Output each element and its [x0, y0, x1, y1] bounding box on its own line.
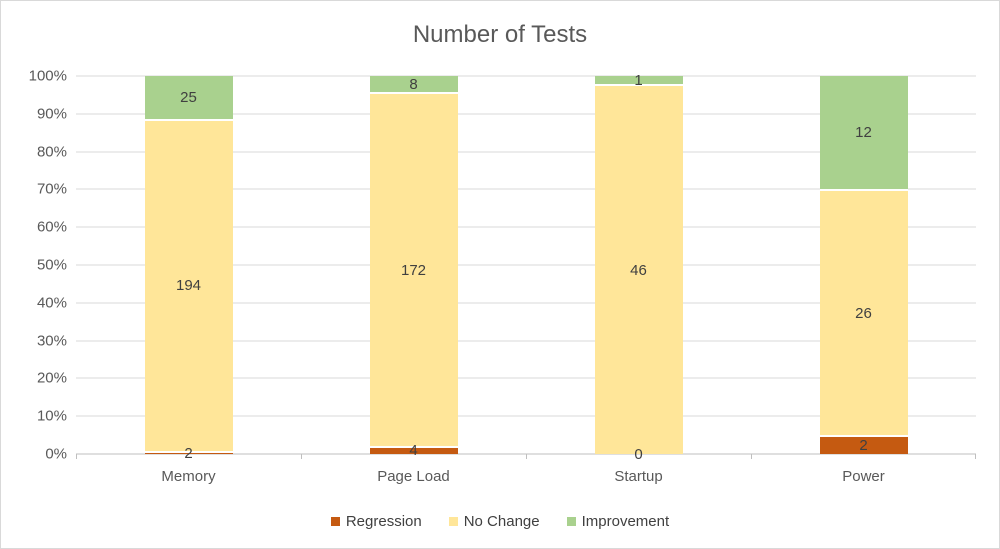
- data-label: 0: [634, 445, 643, 463]
- x-axis-tick: [751, 454, 752, 459]
- y-axis-tick-label: 50%: [36, 256, 67, 274]
- x-axis-category-label: Memory: [161, 468, 216, 485]
- bar-segment-improvement: 8: [369, 75, 458, 93]
- bar-column-power: 2 26 12: [819, 76, 908, 455]
- gridline: [76, 340, 976, 342]
- data-label: 25: [180, 88, 197, 106]
- bar-column-startup: 0 46 1: [594, 73, 683, 462]
- legend-label-regression: Regression: [345, 513, 422, 530]
- gridline: [76, 188, 976, 190]
- bar-segment-regression: 2: [819, 435, 908, 455]
- bar-column-page-load: 4 172 8: [369, 75, 458, 458]
- gridline: [76, 75, 976, 77]
- x-axis-tick: [76, 454, 77, 459]
- gridline: [76, 151, 976, 153]
- y-axis-tick-label: 100%: [28, 67, 67, 85]
- legend-item-improvement: Improvement: [566, 513, 670, 530]
- y-axis-tick-label: 40%: [36, 294, 67, 312]
- gridline: [76, 302, 976, 304]
- gridline: [76, 113, 976, 115]
- data-label: 194: [175, 277, 202, 295]
- y-axis-tick-label: 20%: [36, 369, 67, 387]
- y-axis-tick-label: 80%: [36, 143, 67, 161]
- bar-segment-regression: 4: [369, 443, 458, 458]
- legend-label-improvement: Improvement: [581, 513, 670, 530]
- x-axis-tick: [975, 454, 976, 459]
- bar-segment-no-change: 194: [144, 118, 233, 451]
- x-axis-tick: [526, 454, 527, 459]
- plot-area: 0% 10% 20% 30% 40% 50% 60% 70% 80% 90% 100% 2 194 25 M…: [29, 69, 976, 484]
- y-axis-tick-label: 70%: [36, 180, 67, 198]
- y-axis-tick-label: 90%: [36, 105, 67, 123]
- bar-segment-improvement: 1: [594, 73, 683, 88]
- chart-title: Number of Tests: [412, 21, 588, 48]
- x-axis-tick: [301, 454, 302, 459]
- legend: Regression No Change Improvement: [1, 514, 999, 529]
- data-label: 172: [400, 261, 427, 279]
- y-axis-tick-label: 0%: [45, 445, 67, 463]
- bar-segment-no-change: 46: [594, 84, 683, 454]
- y-axis-tick-label: 10%: [36, 407, 67, 425]
- gridline: [76, 377, 976, 379]
- x-axis-category-label: Power: [842, 468, 885, 485]
- bar-column-memory: 2 194 25: [144, 76, 233, 461]
- gridline: [76, 264, 976, 266]
- legend-swatch-improvement-icon: [566, 517, 576, 526]
- legend-label-no-change: No Change: [463, 513, 540, 530]
- x-axis-category-label: Page Load: [377, 468, 450, 485]
- bar-segment-no-change: 172: [369, 92, 458, 446]
- y-axis-tick-label: 30%: [36, 332, 67, 350]
- bar-segment-regression: 2: [144, 446, 233, 461]
- legend-item-no-change: No Change: [448, 513, 540, 530]
- data-label: 1: [634, 71, 643, 89]
- legend-swatch-regression-icon: [330, 517, 340, 526]
- gridline: [76, 226, 976, 228]
- data-label: 8: [409, 75, 418, 93]
- data-label: 12: [855, 124, 872, 142]
- x-axis-category-label: Startup: [614, 468, 663, 485]
- data-label: 46: [630, 261, 647, 279]
- gridline: [76, 415, 976, 417]
- bar-segment-improvement: 12: [819, 76, 908, 190]
- data-label: 2: [859, 437, 868, 455]
- bar-segment-no-change: 26: [819, 189, 908, 436]
- data-label: 4: [409, 442, 418, 460]
- legend-item-regression: Regression: [330, 513, 422, 530]
- bar-segment-improvement: 25: [144, 76, 233, 119]
- y-axis-tick-label: 60%: [36, 218, 67, 236]
- data-label: 2: [184, 444, 193, 462]
- data-label: 26: [855, 304, 872, 322]
- legend-swatch-no-change-icon: [448, 517, 458, 526]
